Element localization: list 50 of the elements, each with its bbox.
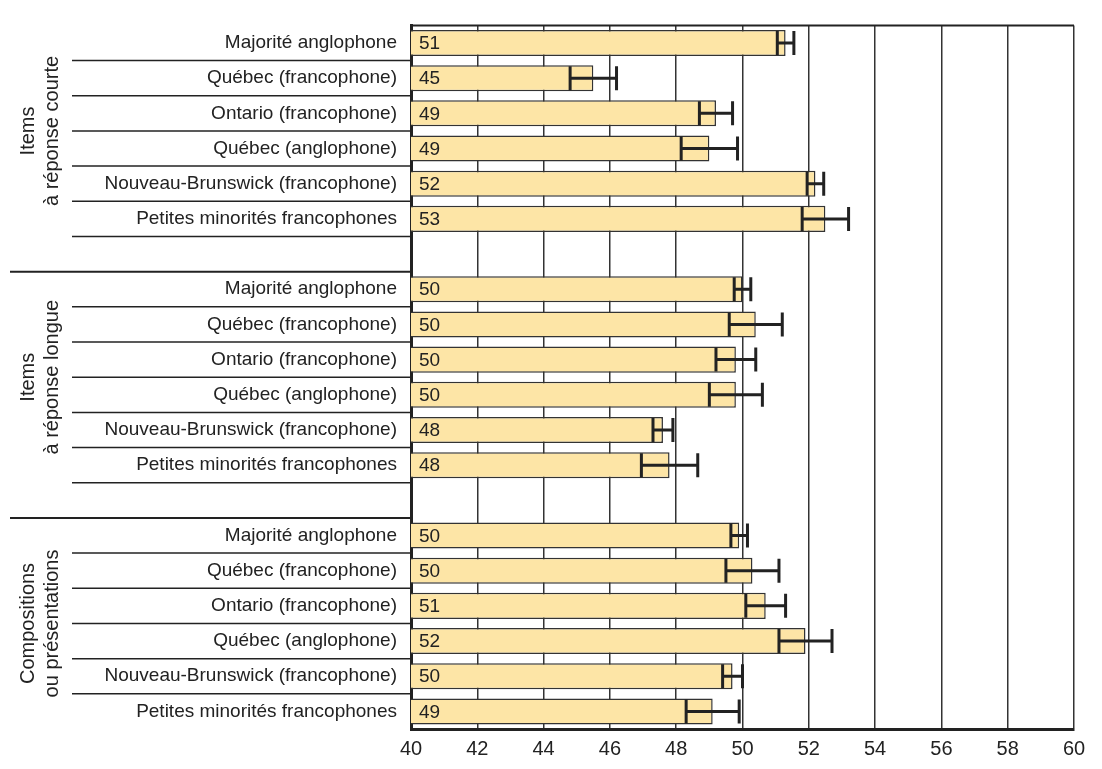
x-tick-label: 50 [731, 736, 754, 759]
y-tick-label: Majorité anglophone [224, 31, 397, 53]
y-tick-label: Ontario (francophone) [211, 347, 397, 369]
x-tick-label: 60 [1062, 736, 1086, 759]
x-tick-label: 42 [466, 736, 489, 759]
y-tick-label: Nouveau-Brunswick (francophone) [104, 664, 397, 686]
data-label: 50 [419, 384, 441, 406]
text: Items à réponse courte [15, 55, 62, 206]
data-label: 50 [419, 559, 441, 581]
y-tick-label: Nouveau-Brunswick (francophone) [104, 171, 397, 193]
y-tick-label: Petites minorités francophones [136, 699, 397, 721]
data-label: 53 [419, 208, 441, 230]
y-tick-label: Québec (anglophone) [213, 383, 397, 405]
data-label: 50 [419, 348, 441, 370]
data-label: 48 [419, 454, 441, 476]
y-tick-label: Nouveau-Brunswick (francophone) [104, 418, 397, 440]
y-tick-label: Majorité anglophone [224, 523, 397, 545]
y-tick-label: Québec (francophone) [206, 312, 397, 334]
text: Compositions ou présentations [15, 549, 62, 698]
data-label: 50 [419, 278, 441, 300]
data-label: 50 [419, 524, 441, 546]
text: Items à réponse longue [15, 299, 62, 455]
x-tick-label: 44 [532, 736, 555, 759]
y-tick-label: Ontario (francophone) [211, 594, 397, 616]
data-label: 49 [419, 700, 441, 722]
data-label: 52 [419, 172, 441, 194]
data-label: 48 [419, 419, 441, 441]
data-label: 49 [419, 102, 441, 124]
x-tick-label: 48 [665, 736, 688, 759]
y-tick-label: Majorité anglophone [224, 277, 397, 299]
y-tick-label: Québec (anglophone) [213, 629, 397, 651]
data-label: 51 [419, 32, 441, 54]
x-tick-label: 46 [598, 736, 622, 759]
data-label: 49 [419, 137, 441, 159]
data-label: 45 [419, 67, 441, 89]
data-label: 50 [419, 665, 441, 687]
x-tick-label: 52 [797, 736, 820, 759]
data-label: 51 [419, 595, 441, 617]
x-tick-label: 40 [399, 736, 423, 759]
x-tick-label: 54 [863, 736, 887, 759]
y-tick-label: Québec (francophone) [206, 558, 397, 580]
y-tick-label: Québec (anglophone) [213, 136, 397, 158]
y-tick-label: Petites minorités francophones [136, 207, 397, 229]
y-tick-label: Québec (francophone) [206, 66, 397, 88]
x-tick-label: 58 [996, 736, 1019, 759]
y-tick-label: Petites minorités francophones [136, 453, 397, 475]
x-tick-label: 56 [930, 736, 953, 759]
data-label: 50 [419, 313, 441, 335]
y-tick-label: Ontario (francophone) [211, 101, 397, 123]
data-label: 52 [419, 630, 441, 652]
